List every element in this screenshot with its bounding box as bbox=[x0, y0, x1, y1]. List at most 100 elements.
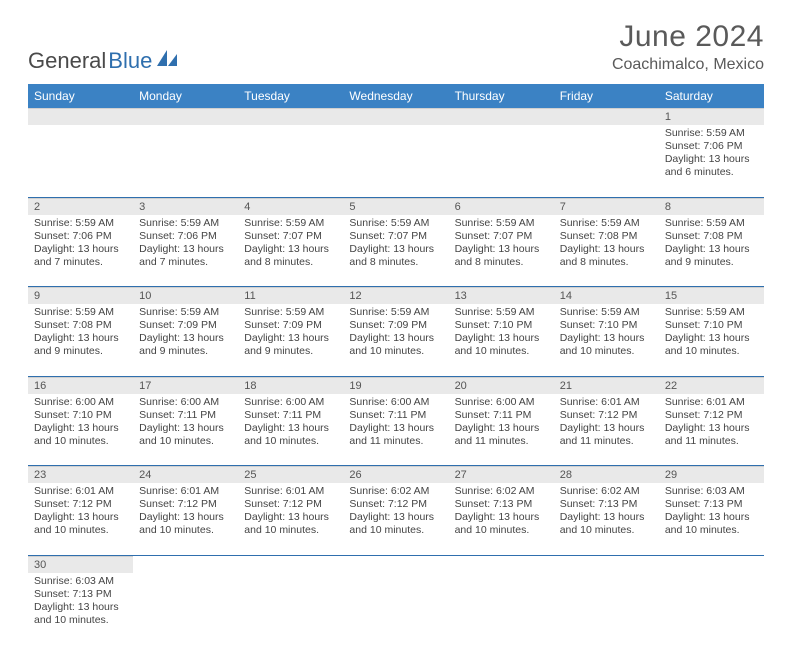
sunset-text: Sunset: 7:06 PM bbox=[665, 140, 758, 153]
day-cell: Sunrise: 6:03 AMSunset: 7:13 PMDaylight:… bbox=[659, 483, 764, 555]
daynum-cell: 25 bbox=[238, 466, 343, 484]
daylight-text: Daylight: 13 hours bbox=[455, 243, 548, 256]
daylight-text: and 9 minutes. bbox=[665, 256, 758, 269]
sunrise-text: Sunrise: 6:00 AM bbox=[455, 396, 548, 409]
day-content: Sunrise: 5:59 AMSunset: 7:07 PMDaylight:… bbox=[238, 215, 343, 274]
weekday-header: Sunday bbox=[28, 84, 133, 108]
empty-daynum bbox=[449, 556, 554, 572]
daynum-cell: 8 bbox=[659, 197, 764, 215]
sunrise-text: Sunrise: 6:00 AM bbox=[139, 396, 232, 409]
daylight-text: and 11 minutes. bbox=[665, 435, 758, 448]
daynum-cell bbox=[238, 555, 343, 573]
week-row: Sunrise: 6:00 AMSunset: 7:10 PMDaylight:… bbox=[28, 394, 764, 466]
day-cell: Sunrise: 6:02 AMSunset: 7:13 PMDaylight:… bbox=[449, 483, 554, 555]
sunset-text: Sunset: 7:12 PM bbox=[560, 409, 653, 422]
daynum-cell: 28 bbox=[554, 466, 659, 484]
empty-daynum bbox=[343, 556, 448, 572]
daynum-cell bbox=[449, 555, 554, 573]
day-cell: Sunrise: 5:59 AMSunset: 7:08 PMDaylight:… bbox=[659, 215, 764, 287]
day-cell: Sunrise: 5:59 AMSunset: 7:07 PMDaylight:… bbox=[343, 215, 448, 287]
day-content: Sunrise: 5:59 AMSunset: 7:06 PMDaylight:… bbox=[28, 215, 133, 274]
day-number: 26 bbox=[343, 466, 448, 483]
sunset-text: Sunset: 7:08 PM bbox=[34, 319, 127, 332]
day-cell: Sunrise: 5:59 AMSunset: 7:10 PMDaylight:… bbox=[449, 304, 554, 376]
daylight-text: Daylight: 13 hours bbox=[34, 422, 127, 435]
day-cell: Sunrise: 5:59 AMSunset: 7:06 PMDaylight:… bbox=[659, 125, 764, 197]
daynum-cell: 29 bbox=[659, 466, 764, 484]
day-cell bbox=[238, 125, 343, 197]
day-cell: Sunrise: 5:59 AMSunset: 7:10 PMDaylight:… bbox=[554, 304, 659, 376]
daylight-text: and 10 minutes. bbox=[665, 345, 758, 358]
daylight-text: Daylight: 13 hours bbox=[139, 511, 232, 524]
day-cell bbox=[343, 573, 448, 645]
month-title: June 2024 bbox=[612, 20, 764, 54]
daylight-text: Daylight: 13 hours bbox=[244, 332, 337, 345]
week-row: Sunrise: 5:59 AMSunset: 7:08 PMDaylight:… bbox=[28, 304, 764, 376]
day-cell: Sunrise: 6:00 AMSunset: 7:11 PMDaylight:… bbox=[343, 394, 448, 466]
weekday-header: Monday bbox=[133, 84, 238, 108]
daylight-text: and 10 minutes. bbox=[665, 524, 758, 537]
day-content: Sunrise: 6:00 AMSunset: 7:11 PMDaylight:… bbox=[238, 394, 343, 453]
daylight-text: and 10 minutes. bbox=[139, 524, 232, 537]
day-cell: Sunrise: 5:59 AMSunset: 7:08 PMDaylight:… bbox=[28, 304, 133, 376]
day-content: Sunrise: 5:59 AMSunset: 7:06 PMDaylight:… bbox=[659, 125, 764, 184]
daynum-cell: 4 bbox=[238, 197, 343, 215]
sunset-text: Sunset: 7:09 PM bbox=[244, 319, 337, 332]
daylight-text: Daylight: 13 hours bbox=[244, 511, 337, 524]
daylight-text: Daylight: 13 hours bbox=[34, 332, 127, 345]
daynum-cell: 5 bbox=[343, 197, 448, 215]
daylight-text: Daylight: 13 hours bbox=[455, 422, 548, 435]
daynum-cell: 12 bbox=[343, 287, 448, 305]
sunset-text: Sunset: 7:10 PM bbox=[34, 409, 127, 422]
sunrise-text: Sunrise: 6:00 AM bbox=[34, 396, 127, 409]
daynum-cell: 6 bbox=[449, 197, 554, 215]
sunset-text: Sunset: 7:11 PM bbox=[139, 409, 232, 422]
day-content: Sunrise: 5:59 AMSunset: 7:06 PMDaylight:… bbox=[133, 215, 238, 274]
daynum-cell: 23 bbox=[28, 466, 133, 484]
day-number: 6 bbox=[449, 198, 554, 215]
day-content: Sunrise: 6:01 AMSunset: 7:12 PMDaylight:… bbox=[554, 394, 659, 453]
daylight-text: and 10 minutes. bbox=[349, 345, 442, 358]
sunrise-text: Sunrise: 5:59 AM bbox=[244, 306, 337, 319]
daynum-cell: 22 bbox=[659, 376, 764, 394]
day-content: Sunrise: 6:00 AMSunset: 7:11 PMDaylight:… bbox=[449, 394, 554, 453]
daynum-cell: 21 bbox=[554, 376, 659, 394]
day-number: 8 bbox=[659, 198, 764, 215]
day-cell: Sunrise: 6:00 AMSunset: 7:11 PMDaylight:… bbox=[238, 394, 343, 466]
daylight-text: and 10 minutes. bbox=[244, 435, 337, 448]
sunrise-text: Sunrise: 5:59 AM bbox=[665, 217, 758, 230]
day-cell bbox=[449, 125, 554, 197]
day-cell bbox=[133, 573, 238, 645]
daylight-text: and 10 minutes. bbox=[349, 524, 442, 537]
daynum-cell bbox=[133, 108, 238, 125]
sunset-text: Sunset: 7:07 PM bbox=[349, 230, 442, 243]
day-content: Sunrise: 5:59 AMSunset: 7:09 PMDaylight:… bbox=[343, 304, 448, 363]
location: Coachimalco, Mexico bbox=[612, 56, 764, 74]
day-number: 16 bbox=[28, 377, 133, 394]
sunset-text: Sunset: 7:11 PM bbox=[244, 409, 337, 422]
day-content: Sunrise: 5:59 AMSunset: 7:07 PMDaylight:… bbox=[449, 215, 554, 274]
calendar-table: Sunday Monday Tuesday Wednesday Thursday… bbox=[28, 84, 764, 645]
sunrise-text: Sunrise: 6:00 AM bbox=[349, 396, 442, 409]
sunrise-text: Sunrise: 6:03 AM bbox=[34, 575, 127, 588]
sunset-text: Sunset: 7:13 PM bbox=[560, 498, 653, 511]
daynum-cell: 18 bbox=[238, 376, 343, 394]
sunrise-text: Sunrise: 6:02 AM bbox=[455, 485, 548, 498]
day-content: Sunrise: 6:00 AMSunset: 7:10 PMDaylight:… bbox=[28, 394, 133, 453]
sunrise-text: Sunrise: 6:01 AM bbox=[560, 396, 653, 409]
sunrise-text: Sunrise: 6:01 AM bbox=[244, 485, 337, 498]
daynum-cell bbox=[659, 555, 764, 573]
sunrise-text: Sunrise: 5:59 AM bbox=[455, 217, 548, 230]
empty-daynum bbox=[343, 108, 448, 125]
daynum-cell: 2 bbox=[28, 197, 133, 215]
day-number: 20 bbox=[449, 377, 554, 394]
day-number: 19 bbox=[343, 377, 448, 394]
day-cell: Sunrise: 6:00 AMSunset: 7:11 PMDaylight:… bbox=[449, 394, 554, 466]
daylight-text: Daylight: 13 hours bbox=[560, 422, 653, 435]
daylight-text: Daylight: 13 hours bbox=[139, 422, 232, 435]
day-number: 7 bbox=[554, 198, 659, 215]
daylight-text: and 10 minutes. bbox=[34, 614, 127, 627]
daynum-cell: 14 bbox=[554, 287, 659, 305]
daynum-cell bbox=[28, 108, 133, 125]
weekday-header: Friday bbox=[554, 84, 659, 108]
